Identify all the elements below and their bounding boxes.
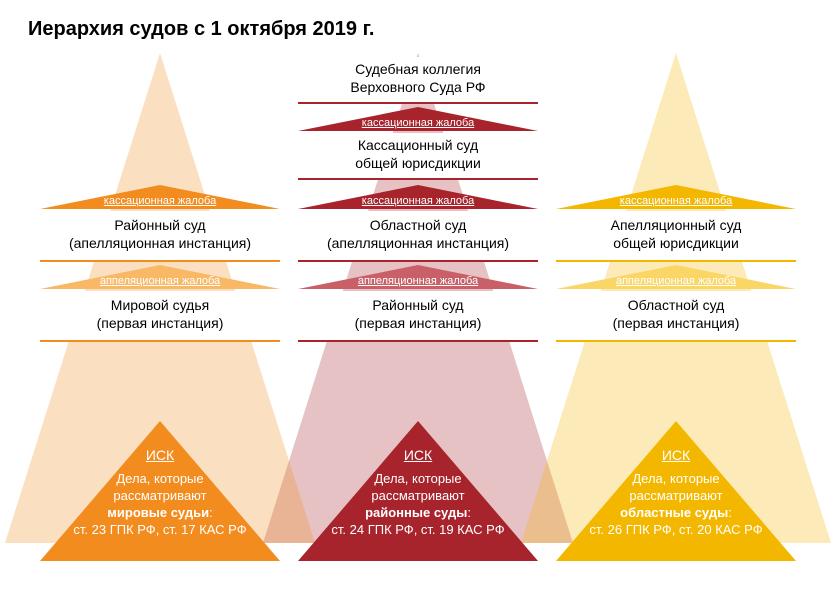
block-supreme-court: Судебная коллегияВерховного Суда РФ <box>298 57 538 104</box>
arrow-label: аппеляционная жалоба <box>556 275 796 287</box>
arrow-appeal-left: аппеляционная жалоба <box>40 265 280 289</box>
arrow-cassation-center: кассационная жалоба <box>298 185 538 209</box>
arrow-cassation-to-supreme: кассационная жалоба <box>298 107 538 131</box>
block-right-level1: Областной суд(первая инстанция) <box>556 291 796 342</box>
block-left-level1: Мировой судья(первая инстанция) <box>40 291 280 342</box>
arrow-appeal-right: аппеляционная жалоба <box>556 265 796 289</box>
column-center: Судебная коллегияВерховного Суда РФ касс… <box>298 41 538 581</box>
block-center-level2: Областной суд(апелляционная инстанция) <box>298 211 538 262</box>
arrow-cassation-left: кассационная жалоба <box>40 185 280 209</box>
isk-label: ИСК <box>40 447 280 463</box>
diagram-canvas: Судебная коллегияВерховного Суда РФ касс… <box>0 41 836 581</box>
base-center: ИСК Дела, которыерассматривают районные … <box>298 421 538 561</box>
arrow-label: аппеляционная жалоба <box>40 275 280 287</box>
isk-label: ИСК <box>298 447 538 463</box>
base-desc-center: Дела, которыерассматривают районные суды… <box>308 471 528 539</box>
base-right: ИСК Дела, которыерассматривают областные… <box>556 421 796 561</box>
isk-label: ИСК <box>556 447 796 463</box>
column-left: кассационная жалоба Районный суд(апелляц… <box>40 41 280 581</box>
column-right: кассационная жалоба Апелляционный судобщ… <box>556 41 796 581</box>
block-center-level1: Районный суд(первая инстанция) <box>298 291 538 342</box>
arrow-label: кассационная жалоба <box>298 195 538 207</box>
block-left-level2: Районный суд(апелляционная инстанция) <box>40 211 280 262</box>
base-desc-right: Дела, которыерассматривают областные суд… <box>566 471 786 539</box>
arrow-cassation-right: кассационная жалоба <box>556 185 796 209</box>
arrow-label: аппеляционная жалоба <box>298 275 538 287</box>
base-desc-left: Дела, которыерассматривают мировые судьи… <box>50 471 270 539</box>
arrow-label: кассационная жалоба <box>298 117 538 129</box>
base-left: ИСК Дела, которыерассматривают мировые с… <box>40 421 280 561</box>
arrow-appeal-center: аппеляционная жалоба <box>298 265 538 289</box>
block-right-level2: Апелляционный судобщей юрисдикции <box>556 211 796 262</box>
arrow-label: кассационная жалоба <box>40 195 280 207</box>
page-title: Иерархия судов с 1 октября 2019 г. <box>0 0 836 41</box>
arrow-label: кассационная жалоба <box>556 195 796 207</box>
block-cassation-court: Кассационный судобщей юрисдикции <box>298 133 538 180</box>
